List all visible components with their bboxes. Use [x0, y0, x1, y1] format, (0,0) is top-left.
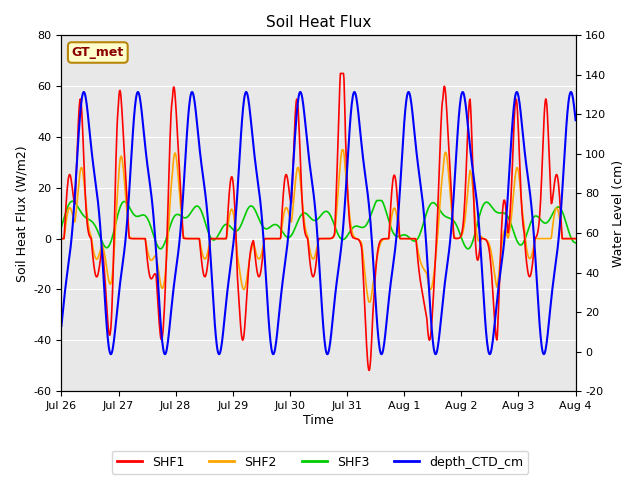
Title: Soil Heat Flux: Soil Heat Flux	[266, 15, 371, 30]
Y-axis label: Soil Heat Flux (W/m2): Soil Heat Flux (W/m2)	[15, 145, 28, 282]
Line: SHF3: SHF3	[61, 201, 575, 249]
SHF3	[469, 239, 477, 244]
Text: GT_met: GT_met	[72, 46, 124, 59]
SHF1	[572, 236, 579, 241]
SHF1	[412, 236, 419, 241]
SHF3	[373, 198, 381, 204]
SHF1	[337, 71, 344, 76]
depth_CTD_cm	[469, 166, 477, 172]
depth_CTD_cm	[460, 90, 467, 96]
SHF2	[110, 252, 118, 258]
Line: SHF2: SHF2	[61, 150, 575, 302]
SHF3	[284, 235, 292, 240]
depth_CTD_cm	[243, 89, 250, 95]
SHF3	[411, 238, 419, 244]
SHF2	[58, 236, 65, 241]
SHF3	[110, 228, 118, 234]
SHF2	[339, 147, 346, 153]
Line: depth_CTD_cm: depth_CTD_cm	[61, 92, 575, 354]
SHF2	[460, 227, 467, 233]
SHF2	[284, 207, 292, 213]
depth_CTD_cm	[285, 231, 292, 237]
SHF2	[412, 236, 419, 241]
SHF2	[469, 184, 477, 190]
depth_CTD_cm	[266, 332, 274, 338]
depth_CTD_cm	[110, 338, 118, 344]
SHF3	[266, 225, 273, 230]
SHF1	[469, 160, 477, 166]
depth_CTD_cm	[411, 135, 419, 141]
Line: SHF1: SHF1	[61, 73, 575, 371]
SHF1	[365, 368, 373, 373]
Legend: SHF1, SHF2, SHF3, depth_CTD_cm: SHF1, SHF2, SHF3, depth_CTD_cm	[112, 451, 528, 474]
SHF1	[110, 240, 118, 246]
SHF3	[58, 224, 65, 230]
SHF1	[58, 236, 65, 241]
SHF3	[459, 239, 467, 244]
SHF3	[464, 246, 472, 252]
SHF2	[572, 236, 579, 241]
SHF2	[365, 299, 373, 305]
SHF1	[460, 219, 467, 225]
X-axis label: Time: Time	[303, 414, 334, 427]
depth_CTD_cm	[572, 117, 579, 123]
depth_CTD_cm	[432, 351, 440, 357]
SHF2	[266, 236, 273, 241]
SHF3	[572, 240, 579, 246]
Y-axis label: Water Level (cm): Water Level (cm)	[612, 160, 625, 267]
SHF1	[266, 236, 273, 241]
SHF1	[284, 178, 292, 184]
depth_CTD_cm	[58, 323, 65, 329]
